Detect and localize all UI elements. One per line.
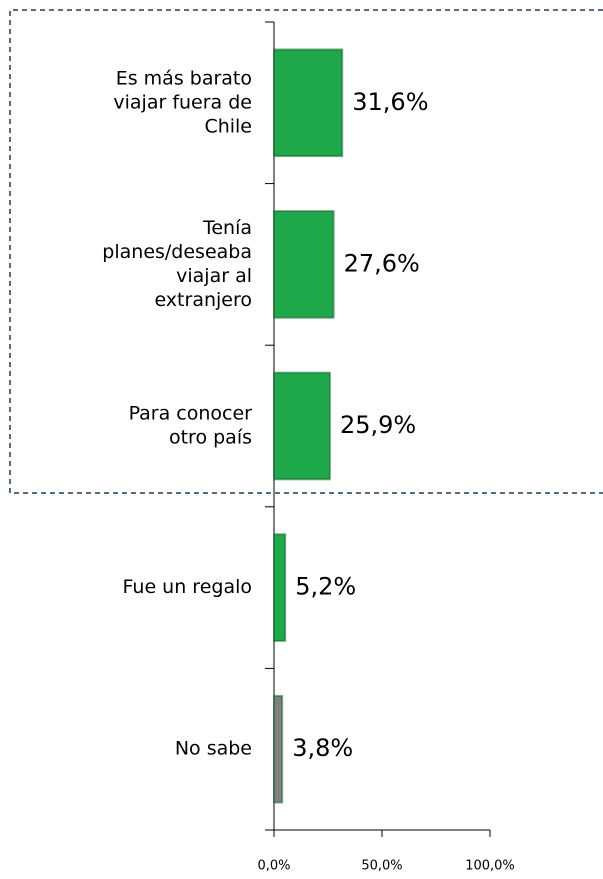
x-tick-label: 100,0%: [465, 859, 515, 874]
category-label: Chile: [204, 115, 252, 137]
bar: [273, 371, 331, 481]
bar: [273, 533, 287, 642]
category-label: viajar al: [176, 265, 252, 287]
category-label: No sabe: [175, 738, 252, 760]
value-label: 31,6%: [352, 88, 428, 116]
value-label: 3,8%: [292, 734, 353, 762]
value-label: 25,9%: [340, 411, 416, 439]
highlight-box: [9, 9, 603, 494]
value-label: 27,6%: [344, 249, 420, 277]
category-label: Es más barato: [116, 67, 252, 89]
bar: [273, 48, 344, 158]
bar: [273, 694, 284, 804]
x-tick-label: 0,0%: [257, 859, 290, 874]
category-label: planes/deseaba: [102, 241, 252, 263]
x-tick-label: 50,0%: [361, 859, 402, 874]
category-label: Tenía: [202, 217, 252, 239]
category-label: Fue un regalo: [123, 576, 252, 598]
bar: [273, 210, 335, 319]
category-label: viajar fuera de: [113, 91, 252, 113]
category-label: otro país: [169, 427, 252, 449]
category-label: extranjero: [154, 289, 252, 311]
value-label: 5,2%: [295, 573, 356, 601]
category-label: Para conocer: [129, 403, 253, 425]
